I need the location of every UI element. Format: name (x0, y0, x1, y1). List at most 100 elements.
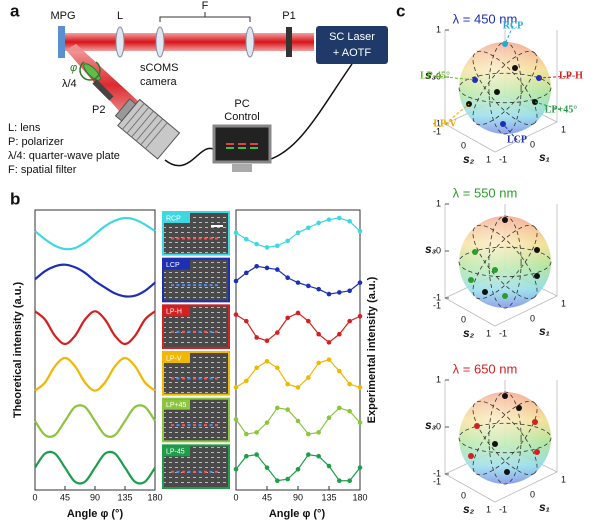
axis-label: s₂ (463, 152, 475, 166)
lens (245, 26, 255, 58)
image-label: LP+45 (166, 402, 187, 409)
state-pointer (444, 103, 470, 125)
sphere-shine (459, 216, 551, 308)
x-tick-label: 90 (90, 492, 100, 502)
label: φ (70, 62, 77, 74)
experiment-point (337, 405, 342, 411)
experiment-point (295, 280, 301, 285)
laser-beam (64, 33, 314, 51)
tick-label: 0 (461, 140, 466, 150)
state-point (474, 423, 480, 429)
image-tag (164, 306, 190, 317)
image-label: LP-45 (166, 449, 185, 456)
tick-label: 1 (436, 198, 441, 208)
image-frame (162, 351, 230, 396)
experiment-point (233, 278, 239, 284)
axis-label: s₁ (539, 500, 550, 514)
state-pointer (534, 101, 562, 111)
panel-label: a (10, 1, 20, 20)
experiment-point (347, 318, 352, 324)
experiment-point (347, 288, 352, 294)
axis-label: s₂ (463, 326, 475, 340)
experiment-point (244, 270, 249, 276)
experiment-point (347, 218, 352, 224)
tick-label: -1 (499, 328, 507, 338)
tick-label: -1 (499, 154, 507, 164)
state-label: LP-V (433, 118, 457, 129)
experiment-point (285, 407, 290, 412)
experiment-point (337, 368, 342, 374)
state-point (502, 41, 508, 47)
experiment-point (316, 331, 321, 337)
tick-label: 1 (436, 374, 441, 384)
state-point (502, 393, 508, 399)
rotation-arrow (79, 61, 101, 81)
tick-label: -1 (433, 468, 441, 478)
experiment-point (306, 225, 311, 231)
legend-text: λ/4: quarter-wave plate (8, 150, 120, 162)
experiment-point (275, 330, 280, 335)
polarizer (92, 79, 114, 101)
state-point (504, 469, 510, 475)
label: SC Laser (329, 31, 375, 43)
sphere-circle (472, 400, 538, 476)
theory-curve (34, 450, 156, 485)
axis-label: s₁ (539, 150, 550, 164)
experiment-point (357, 385, 363, 390)
experiment-point (254, 335, 259, 340)
axis-label: s₃ (425, 418, 437, 432)
image-tag (164, 213, 190, 223)
tick-label: -1 (433, 126, 441, 136)
image-label: LCP (166, 262, 180, 269)
experiment-point (254, 430, 259, 435)
experiment-point (326, 340, 332, 345)
experiment-point (285, 381, 290, 387)
experiment-point (264, 465, 270, 470)
experiment-point (233, 467, 239, 472)
experiment-point (326, 463, 332, 469)
experiment-point (233, 385, 239, 390)
plot-frame (34, 209, 156, 491)
tick-label: -1 (433, 300, 441, 310)
panel-label: b (10, 189, 20, 208)
tick-label: 0 (436, 71, 441, 81)
experiment-point (337, 290, 342, 295)
experiment-line (235, 358, 361, 389)
experiment-point (295, 385, 301, 390)
experiment-point (295, 418, 301, 424)
x-tick-label: 180 (352, 492, 367, 502)
tick-label: -1 (433, 118, 441, 128)
tick-label: 0 (530, 139, 535, 149)
label: λ/4 (62, 78, 77, 90)
image-tag (164, 353, 190, 363)
experiment-point (254, 365, 259, 371)
state-point (468, 453, 474, 459)
x-tick-label: 135 (321, 492, 336, 502)
tick-label: 1 (561, 124, 566, 134)
experiment-point (295, 230, 301, 235)
tick-label: 1 (436, 24, 441, 34)
tick-label: 1 (561, 298, 566, 308)
x-tick-label: 90 (293, 492, 303, 502)
sphere-circle (458, 246, 552, 278)
tick-label: 1 (486, 328, 491, 338)
image-label: LP-V (166, 355, 182, 362)
x-tick-label: 135 (117, 492, 132, 502)
x-tick-label: 0 (233, 492, 238, 502)
axis-label: s₂ (463, 502, 475, 516)
polarizer (286, 27, 292, 57)
x-axis-label: Angle φ (°) (269, 508, 326, 520)
experiment-point (244, 453, 249, 459)
theory-curve (34, 216, 156, 251)
state-point (482, 289, 488, 295)
y-axis-label: Theoretical intensity (a.u.) (12, 282, 24, 419)
experiment-point (275, 405, 280, 411)
experiment-point (244, 318, 249, 324)
tick-label: 0 (530, 489, 535, 499)
theory-curve (34, 263, 156, 298)
experiment-point (275, 243, 280, 249)
legend-text: F: spatial filter (8, 164, 77, 176)
legend-text: P: polarizer (8, 136, 64, 148)
experiment-point (316, 360, 321, 366)
